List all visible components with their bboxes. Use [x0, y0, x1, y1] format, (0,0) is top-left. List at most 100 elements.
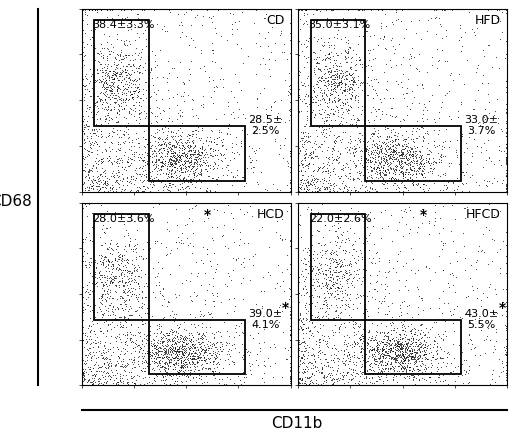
- Point: [122, 68, 130, 75]
- Point: [159, 144, 167, 151]
- Point: [379, 341, 388, 348]
- Point: [86, 200, 94, 207]
- Point: [109, 260, 117, 267]
- Point: [384, 349, 392, 356]
- Point: [311, 338, 319, 345]
- Point: [366, 159, 374, 166]
- Point: [178, 362, 186, 369]
- Point: [400, 330, 409, 337]
- Point: [117, 97, 125, 104]
- Point: [341, 286, 349, 293]
- Point: [90, 141, 98, 148]
- Point: [120, 6, 128, 13]
- Point: [183, 340, 191, 347]
- Point: [396, 345, 404, 352]
- Point: [200, 344, 208, 351]
- Point: [295, 375, 304, 382]
- Point: [285, 112, 293, 119]
- Point: [435, 230, 443, 237]
- Point: [417, 362, 425, 369]
- Point: [386, 148, 394, 155]
- Point: [155, 105, 163, 112]
- Point: [123, 330, 132, 337]
- Point: [314, 165, 323, 172]
- Point: [350, 351, 358, 358]
- Point: [79, 122, 88, 129]
- Point: [407, 355, 415, 362]
- Point: [359, 334, 367, 341]
- Point: [165, 337, 174, 344]
- Point: [382, 352, 390, 359]
- Point: [329, 266, 337, 273]
- Point: [400, 317, 408, 324]
- Point: [327, 80, 335, 87]
- Point: [111, 255, 119, 262]
- Point: [178, 230, 186, 237]
- Point: [133, 187, 141, 194]
- Point: [388, 136, 396, 143]
- Point: [366, 134, 374, 141]
- Point: [203, 6, 211, 13]
- Point: [119, 262, 127, 269]
- Point: [274, 110, 282, 117]
- Point: [367, 77, 375, 84]
- Point: [385, 154, 393, 161]
- Point: [359, 273, 367, 280]
- Point: [298, 369, 307, 376]
- Point: [493, 178, 501, 185]
- Point: [99, 259, 107, 266]
- Point: [461, 367, 470, 374]
- Point: [375, 159, 383, 166]
- Point: [189, 334, 197, 341]
- Point: [296, 314, 304, 321]
- Point: [119, 174, 127, 181]
- Point: [188, 360, 197, 367]
- Point: [319, 300, 327, 307]
- Point: [166, 147, 175, 154]
- Point: [147, 145, 155, 152]
- Point: [202, 138, 210, 145]
- Point: [119, 286, 127, 293]
- Point: [178, 372, 186, 379]
- Point: [328, 97, 336, 104]
- Point: [193, 328, 201, 336]
- Point: [379, 353, 388, 360]
- Point: [417, 354, 425, 361]
- Point: [128, 67, 136, 74]
- Point: [166, 359, 175, 366]
- Point: [127, 139, 136, 146]
- Point: [309, 95, 317, 102]
- Point: [120, 313, 129, 320]
- Point: [424, 140, 432, 147]
- Point: [271, 284, 279, 291]
- Point: [251, 124, 259, 131]
- Point: [151, 237, 159, 244]
- Point: [310, 65, 318, 72]
- Point: [310, 140, 318, 147]
- Point: [88, 73, 96, 80]
- Point: [117, 70, 125, 77]
- Point: [109, 183, 117, 190]
- Point: [183, 157, 191, 164]
- Point: [389, 146, 397, 153]
- Point: [399, 353, 408, 360]
- Point: [406, 350, 414, 357]
- Point: [189, 146, 197, 153]
- Point: [169, 149, 178, 156]
- Point: [120, 283, 128, 290]
- Point: [147, 147, 156, 154]
- Point: [378, 149, 387, 156]
- Point: [105, 50, 114, 57]
- Point: [170, 355, 178, 362]
- Point: [334, 220, 343, 227]
- Point: [146, 351, 155, 358]
- Point: [150, 153, 158, 160]
- Point: [345, 364, 353, 371]
- Point: [332, 314, 340, 321]
- Point: [110, 75, 118, 82]
- Point: [141, 170, 150, 177]
- Point: [374, 156, 382, 163]
- Point: [351, 62, 359, 69]
- Point: [316, 254, 325, 261]
- Point: [376, 351, 384, 358]
